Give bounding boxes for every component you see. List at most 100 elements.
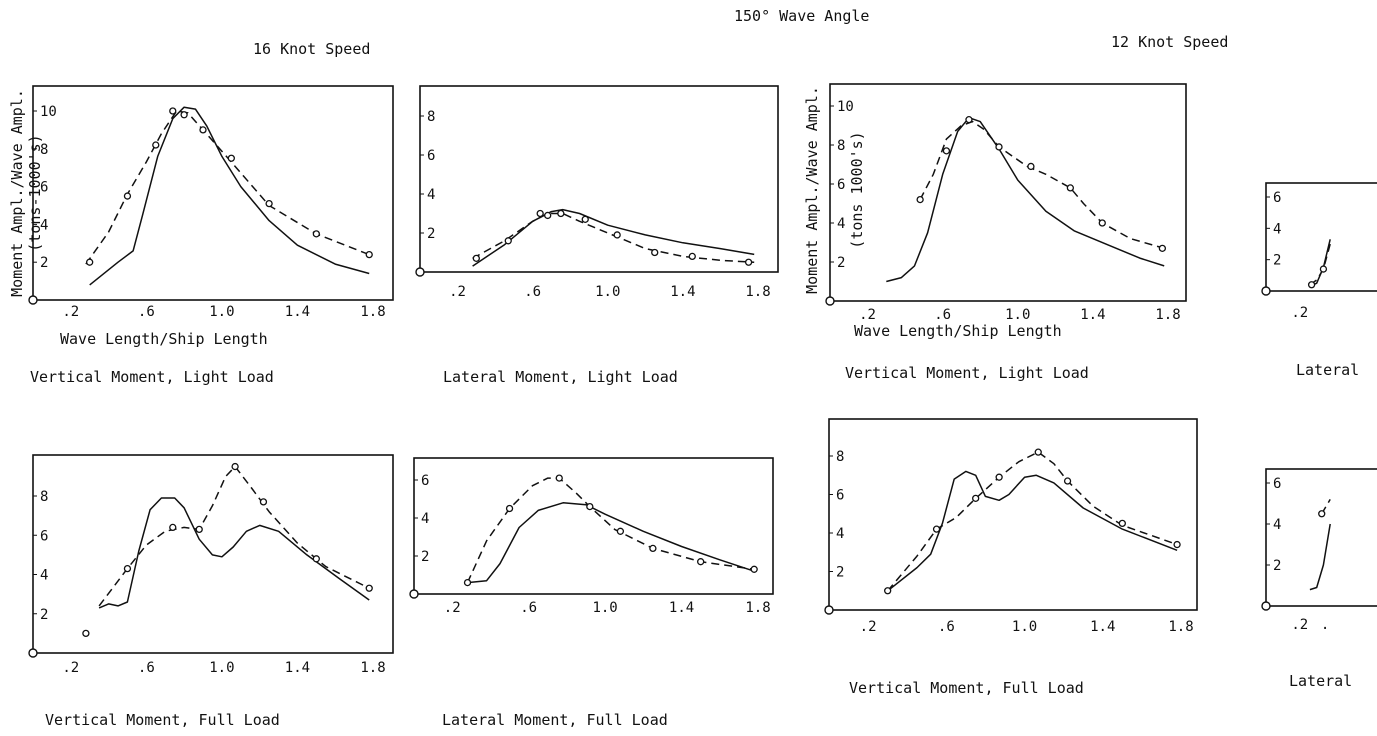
origin-marker (825, 296, 835, 306)
data-point (169, 523, 177, 532)
x-axis-label: Wave Length/Ship Length (60, 330, 268, 348)
data-point (1173, 540, 1181, 549)
y-tick-label: 2 (837, 255, 845, 271)
x-tick-label: . (1321, 617, 1329, 633)
panel-caption: Vertical Moment, Full Load (45, 711, 280, 729)
y-axis-unit: (tons 1000's) (848, 131, 866, 248)
x-tick-label: .6 (138, 304, 155, 320)
y-tick-label: 6 (1273, 476, 1281, 492)
chart-panel-5: .2 .6 1.0 1.4 1.8 2 4 6 8 10 Vertical Moment, Ligh… (803, 83, 1187, 382)
chart-panel-4: .2 .6 1.0 1.4 1.8 2 4 6 Lateral Moment, Full Loa… (409, 457, 774, 729)
data-point (1034, 448, 1042, 456)
x-tick-label: .2 (62, 304, 79, 320)
x-tick-label: 1.4 (285, 660, 310, 676)
data-point (688, 252, 696, 261)
y-tick-label: 8 (837, 138, 845, 154)
x-tick-label: 1.4 (1080, 307, 1105, 323)
x-tick-label: .6 (520, 600, 537, 616)
data-point (365, 584, 373, 592)
data-point (1118, 519, 1126, 528)
data-point (169, 107, 177, 115)
y-tick-label: 10 (40, 104, 57, 120)
x-tick-label: 1.0 (595, 284, 620, 300)
y-tick-label: 4 (1273, 221, 1281, 237)
solid-series-line (472, 208, 755, 267)
x-tick-label: 1.4 (1090, 619, 1115, 635)
data-point (82, 629, 90, 638)
plot-frame (1265, 468, 1377, 607)
data-point (972, 494, 980, 503)
panel-caption: Vertical Moment, Light Load (845, 364, 1089, 382)
data-point (123, 564, 132, 573)
data-point (195, 525, 203, 534)
x-tick-label: .6 (138, 660, 155, 676)
y-tick-label: 6 (40, 528, 48, 544)
data-point (1318, 510, 1326, 518)
y-tick-label: 4 (837, 216, 845, 232)
data-point (1098, 219, 1106, 227)
solid-series-line (887, 470, 1178, 592)
x-tick-label: .2 (444, 600, 461, 616)
x-tick-label: .6 (938, 619, 955, 635)
x-tick-label: 1.4 (670, 284, 695, 300)
y-tick-label: 4 (421, 511, 429, 527)
x-axis-label: Wave Length/Ship Length (854, 322, 1062, 340)
chart-panel-2: .2 .6 1.0 1.4 1.8 2 4 6 8 Lateral Moment, Light L… (415, 85, 779, 386)
data-point (199, 126, 207, 134)
x-tick-label: .6 (524, 284, 541, 300)
data-point (536, 209, 544, 218)
y-tick-label: 6 (421, 473, 429, 489)
speed-16-heading: 16 Knot Speed (253, 40, 371, 58)
dashed-series-line (919, 120, 1165, 250)
y-tick-label: 2 (836, 565, 844, 581)
x-tick-label: 1.0 (1005, 307, 1030, 323)
data-point (472, 254, 480, 263)
panel-caption: Vertical Moment, Full Load (849, 679, 1084, 697)
x-tick-label: .2 (1291, 617, 1308, 633)
chart-panel-7: .2 2 4 6 Lateral (1261, 182, 1377, 379)
x-tick-label: .2 (859, 307, 876, 323)
origin-marker (415, 267, 425, 277)
panel-caption: Lateral (1296, 361, 1359, 379)
x-tick-label: .2 (1291, 305, 1308, 321)
dashed-series-line (472, 212, 755, 264)
origin-marker (28, 295, 38, 305)
panel-caption: Lateral Moment, Full Load (442, 711, 668, 729)
data-point (995, 143, 1003, 151)
x-tick-label: 1.8 (745, 600, 770, 616)
data-point (942, 147, 951, 155)
data-point (1158, 244, 1167, 253)
solid-series-line (1309, 239, 1331, 287)
data-point (505, 504, 514, 513)
data-point (123, 192, 132, 200)
x-tick-label: 1.8 (745, 284, 770, 300)
data-point (1066, 184, 1075, 192)
data-point (750, 565, 758, 573)
x-tick-label: 1.0 (592, 600, 617, 616)
y-tick-label: 10 (837, 99, 854, 115)
x-tick-label: .2 (62, 660, 79, 676)
data-point (555, 474, 563, 482)
y-tick-label: 4 (40, 568, 48, 584)
figure-title: 150° Wave Angle (734, 7, 870, 25)
data-point (1027, 162, 1035, 171)
y-tick-label: 2 (40, 607, 48, 623)
y-tick-label: 2 (421, 549, 429, 565)
dashed-series-line (85, 110, 370, 265)
data-point (365, 250, 373, 259)
data-point (231, 462, 239, 471)
chart-panel-6: .2 .6 1.0 1.4 1.8 2 4 6 8 Vertical Moment, Full L… (824, 418, 1198, 697)
plot-frame (413, 457, 774, 595)
y-tick-label: 4 (836, 526, 844, 542)
y-tick-label: 6 (40, 180, 48, 196)
data-point (312, 230, 320, 238)
y-axis-label: Moment Ampl./Wave Ampl. (803, 86, 821, 294)
data-point (884, 587, 892, 595)
plot-frame (829, 83, 1187, 302)
x-tick-label: 1.4 (285, 304, 310, 320)
data-point (965, 116, 973, 124)
data-point (265, 199, 273, 208)
panel-caption: Lateral (1289, 672, 1352, 690)
